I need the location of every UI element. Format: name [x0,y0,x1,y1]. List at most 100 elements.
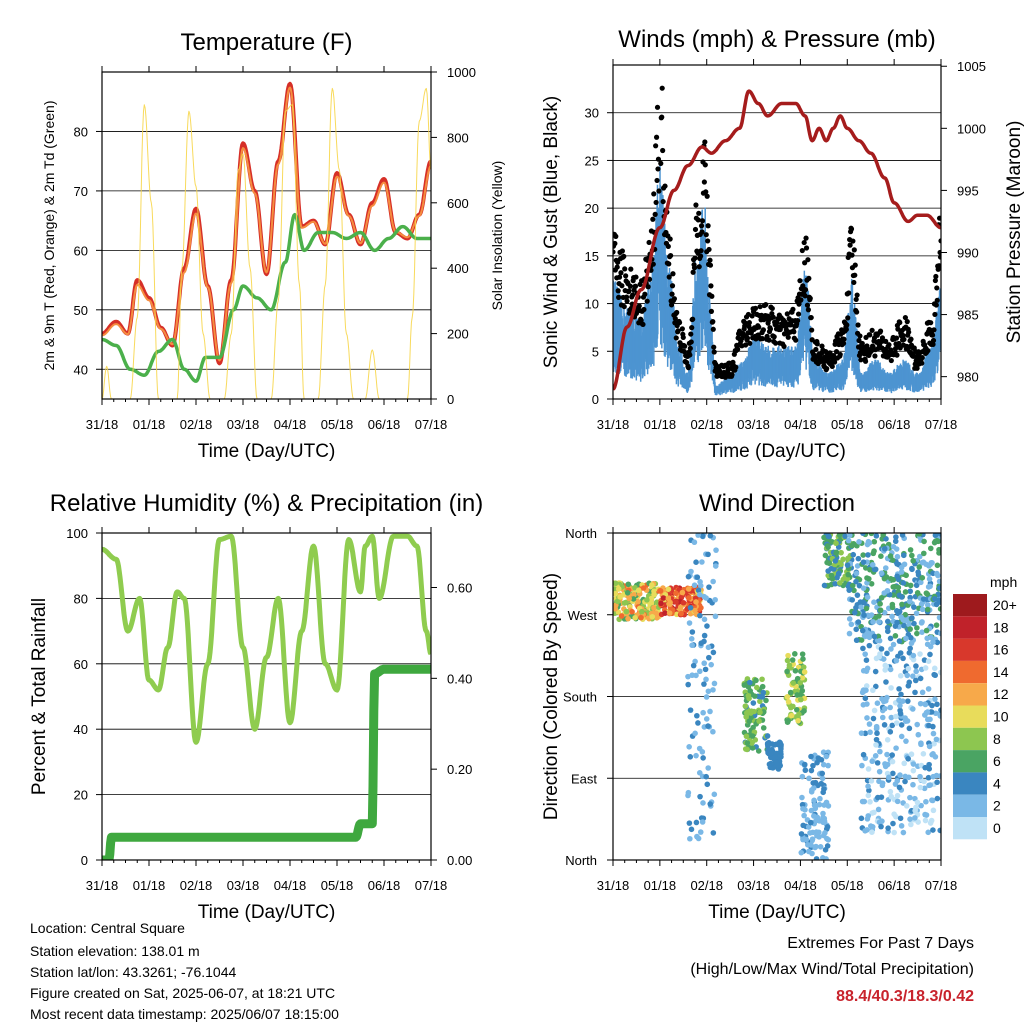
direction-point [657,588,663,594]
direction-point [882,565,889,571]
gust-point [759,336,766,342]
direction-point [678,610,684,617]
y-tick-label: 50 [74,303,88,318]
gust-point [877,328,884,334]
gust-point [847,242,853,248]
direction-point [927,651,933,658]
gust-point [801,239,807,246]
gust-point [852,272,858,278]
y-tick-label: 70 [74,184,88,199]
x-tick-label: 31/18 [86,878,119,893]
gust-point [819,343,825,349]
direction-point [702,666,709,673]
direction-point [916,564,923,570]
direction-point [784,693,791,700]
direction-point [860,559,867,565]
x-tick-label: 06/18 [368,878,401,893]
direction-point [910,557,916,564]
direction-point [649,582,655,588]
x-tick-label: 03/18 [737,417,770,432]
direction-point [899,601,905,608]
direction-point [910,706,916,712]
direction-point [898,733,905,740]
direction-point [877,601,883,607]
direction-point [884,737,891,743]
gust-point [687,345,693,351]
gust-point [615,288,621,294]
gust-point [850,238,856,244]
recent-text: Most recent data timestamp: 2025/06/07 1… [30,1006,339,1022]
direction-point [700,755,706,761]
x-tick-label: 31/18 [597,878,630,893]
direction-point [893,713,899,720]
gust-point [856,337,862,344]
gust-point [681,348,687,355]
direction-point [894,553,901,560]
legend-label: 16 [993,642,1009,658]
direction-point [833,540,839,547]
direction-point [938,630,941,637]
direction-point [809,850,815,857]
direction-point [898,823,905,829]
direction-point [696,591,703,598]
direction-point [906,598,913,605]
direction-point [917,784,924,791]
direction-point [871,633,878,640]
direction-point [705,551,711,558]
direction-point [927,820,934,826]
gust-point [680,334,686,341]
x-tick-label: 01/18 [644,417,677,432]
direction-point [894,778,901,784]
legend-label: 6 [993,753,1001,769]
gust-point [696,264,702,270]
legend-swatch [953,794,987,817]
direction-point [903,738,909,744]
gust-point [867,332,873,338]
direction-point [900,616,907,623]
y2-axis-label: Station Pressure (Maroon) [1004,121,1024,344]
direction-point [855,555,862,562]
direction-point [860,751,867,758]
direction-point [763,697,769,704]
direction-point [799,801,806,808]
y-tick-label: 10 [585,297,599,312]
direction-point [868,580,875,587]
direction-point [893,720,900,726]
direction-point [845,537,852,544]
x-tick-label: 31/18 [86,417,119,432]
gust-point [743,342,749,348]
y-tick-label: North [565,526,597,541]
direction-point [905,774,912,781]
gust-point [703,189,709,195]
direction-point [902,589,909,595]
direction-point [905,698,911,704]
gust-point [692,255,698,261]
direction-point [697,829,704,835]
direction-point [889,722,896,729]
direction-point [785,699,792,705]
direction-point [819,775,826,782]
gust-point [679,326,685,332]
direction-point [921,538,927,545]
y-tick-label: 80 [74,124,88,139]
direction-point [744,746,750,753]
direction-point [894,619,900,626]
gust-point [895,326,901,332]
gust-point [672,315,678,322]
x-tick-label: 04/18 [784,878,817,893]
direction-point [846,533,853,538]
direction-point [889,604,896,611]
gust-point [688,339,694,345]
gust-point [735,346,741,352]
direction-point [665,586,672,592]
series-rh [102,533,431,745]
direction-point [927,716,933,723]
direction-point [926,743,933,750]
legend-swatch [953,660,987,684]
gust-point [806,275,812,282]
gust-point [653,134,660,140]
gust-point [900,332,906,339]
direction-point [693,599,699,605]
direction-point [886,774,892,781]
gust-point [623,294,630,300]
